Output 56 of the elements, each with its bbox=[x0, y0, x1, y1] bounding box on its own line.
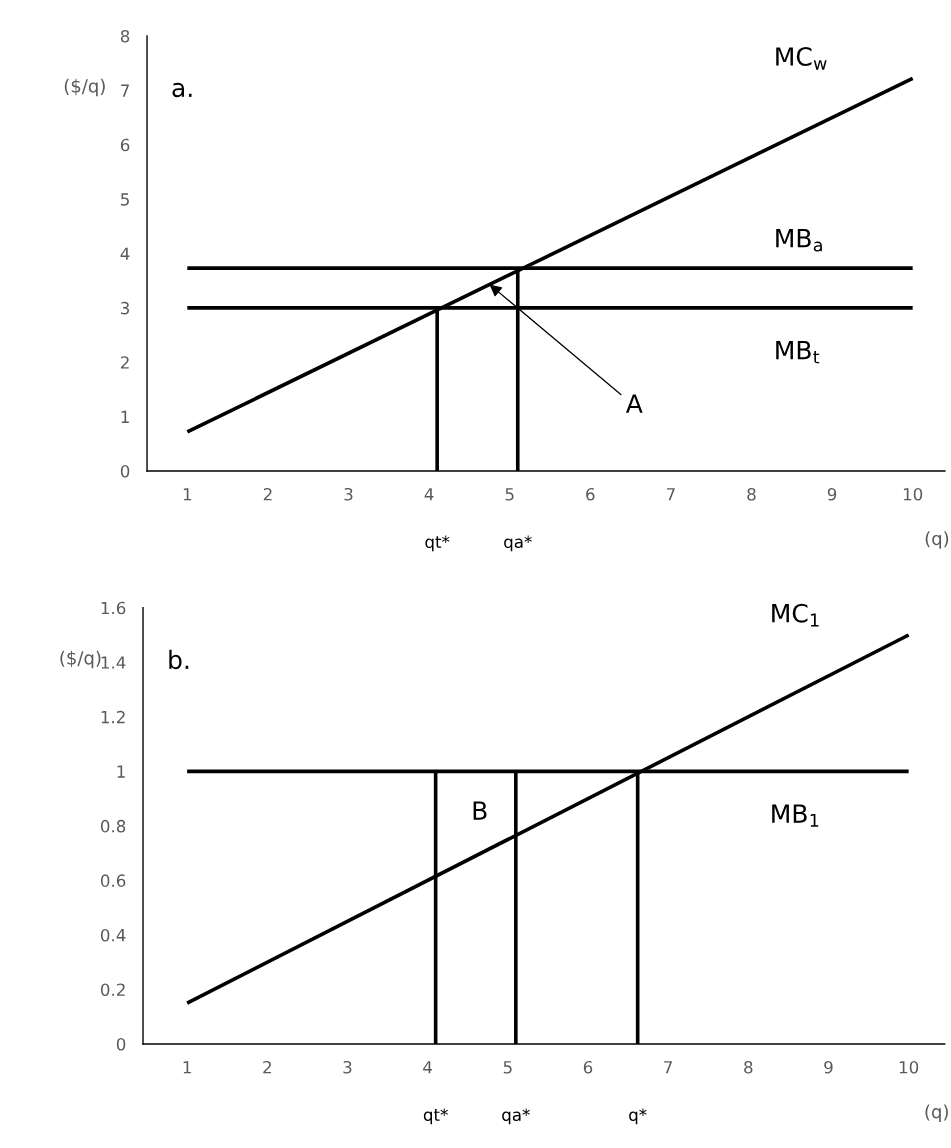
text: qt* bbox=[425, 535, 450, 552]
y-tick-label: 0.8 bbox=[100, 819, 126, 833]
y-tick-label: 5 bbox=[121, 193, 129, 206]
x-tick-label: 8 bbox=[747, 487, 756, 501]
y-tick-label: 1 bbox=[121, 410, 129, 423]
y-tick-label: 0.4 bbox=[100, 928, 126, 942]
y-tick-label: 1.4 bbox=[101, 656, 126, 669]
x-tick-label: 7 bbox=[666, 488, 675, 501]
text: b. bbox=[169, 649, 189, 670]
x-tick-label: 6 bbox=[583, 1060, 593, 1074]
y-axis-title: ($/q) bbox=[60, 650, 101, 669]
y-tick-label: 0.2 bbox=[100, 983, 125, 997]
series-label: MC$_{1}$ bbox=[772, 603, 819, 627]
x-tick-label: 4 bbox=[423, 1061, 432, 1074]
y-tick-label: 1.6 bbox=[101, 601, 126, 615]
x-tick-label: 8 bbox=[744, 1060, 753, 1074]
x-tick-label: 10 bbox=[903, 487, 923, 501]
x-tick-label: 2 bbox=[263, 487, 272, 501]
text: a. bbox=[172, 82, 192, 98]
x-tick-label: 4 bbox=[424, 488, 434, 501]
x-tick-label: 5 bbox=[505, 488, 514, 501]
x-tick-label: 3 bbox=[343, 1060, 352, 1074]
y-tick-label: 1.2 bbox=[101, 710, 125, 724]
annotation: A bbox=[625, 394, 643, 413]
y-tick-label: 8 bbox=[120, 29, 130, 43]
text: q* bbox=[629, 1108, 647, 1125]
x-tick-label: 10 bbox=[899, 1060, 919, 1074]
series-label: MB$_{a}$ bbox=[776, 229, 822, 252]
y-tick-label: 0.6 bbox=[100, 874, 126, 887]
x-axis-title: (q) bbox=[925, 1104, 948, 1122]
y-tick-label: 2 bbox=[120, 356, 129, 369]
x-tick-label: 1 bbox=[183, 488, 192, 501]
y-tick-label: 0 bbox=[116, 1037, 126, 1051]
text: qt* bbox=[423, 1108, 448, 1125]
series-label: MB$_{1}$ bbox=[772, 804, 819, 827]
y-tick-label: 6 bbox=[120, 138, 130, 152]
x-tick-label: 1 bbox=[183, 1061, 191, 1074]
x-tick-label: 9 bbox=[824, 1060, 833, 1074]
x-tick-label: 7 bbox=[664, 1061, 673, 1074]
x-tick-label: 3 bbox=[344, 487, 353, 501]
x-tick-label: 9 bbox=[827, 487, 837, 501]
x-tick-label: 2 bbox=[263, 1060, 271, 1074]
y-tick-label: 1 bbox=[117, 765, 125, 778]
annotation: B bbox=[473, 801, 487, 820]
y-axis-title: ($/q) bbox=[64, 78, 105, 97]
text: qa* bbox=[502, 1108, 530, 1125]
x-tick-label: 5 bbox=[503, 1061, 512, 1074]
series-label: MB$_{t}$ bbox=[776, 340, 820, 364]
series-label: MC$_{w}$ bbox=[776, 47, 827, 70]
x-axis-title: (q) bbox=[925, 531, 949, 549]
x-tick-label: 6 bbox=[586, 487, 595, 501]
y-tick-label: 0 bbox=[120, 464, 130, 478]
y-tick-label: 4 bbox=[120, 247, 130, 260]
text: qa* bbox=[504, 535, 532, 552]
y-tick-label: 3 bbox=[121, 301, 130, 315]
y-tick-label: 7 bbox=[121, 84, 129, 97]
